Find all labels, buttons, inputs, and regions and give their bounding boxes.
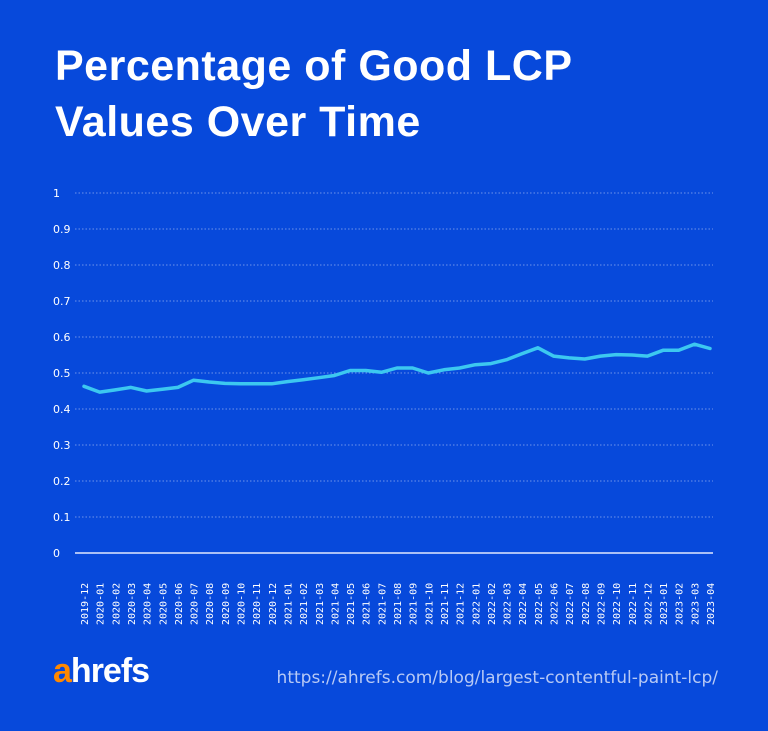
x-tick-label: 2020-06	[174, 583, 185, 625]
chart-title: Percentage of Good LCP Values Over Time	[55, 42, 572, 146]
x-tick-label: 2023-03	[690, 583, 701, 625]
x-tick-label: 2020-02	[111, 583, 122, 625]
x-tick-label: 2022-03	[503, 583, 514, 625]
x-tick-label: 2021-05	[346, 583, 357, 625]
x-tick-label: 2020-12	[268, 583, 279, 625]
x-tick-label: 2022-08	[581, 583, 592, 625]
y-tick-label: 0.9	[53, 223, 71, 236]
x-tick-label: 2021-06	[362, 583, 373, 625]
line-chart: 0 0.1 0.2 0.3 0.4 0.5 0.6 0.7 0.8 0.9 1 2019-12 2020…	[53, 187, 717, 625]
x-tick-label: 2022-05	[534, 583, 545, 625]
x-tick-label: 2022-07	[565, 583, 576, 625]
x-tick-label: 2020-07	[190, 583, 201, 625]
source-url: https://ahrefs.com/blog/largest-contentf…	[276, 668, 718, 688]
x-tick-label: 2022-02	[487, 583, 498, 625]
x-tick-label: 2021-11	[440, 583, 451, 625]
x-tick-label: 2021-10	[424, 583, 435, 625]
x-tick-label: 2023-02	[675, 583, 686, 625]
x-tick-label: 2022-04	[518, 583, 529, 625]
x-tick-label: 2021-04	[330, 583, 341, 625]
y-tick-label: 0.4	[53, 403, 71, 416]
y-tick-label: 0.8	[53, 259, 71, 272]
x-tick-label: 2020-05	[158, 583, 169, 625]
x-tick-label: 2022-09	[596, 583, 607, 625]
x-tick-label: 2021-02	[299, 583, 310, 625]
x-tick-label: 2021-12	[456, 583, 467, 625]
x-tick-label: 2020-11	[252, 583, 263, 625]
x-tick-label: 2020-03	[127, 583, 138, 625]
y-tick-label: 0.1	[53, 511, 71, 524]
x-tick-label: 2022-11	[628, 583, 639, 625]
x-tick-label: 2022-12	[643, 583, 654, 625]
x-tick-label: 2020-01	[96, 583, 107, 625]
y-tick-label: 0.7	[53, 295, 71, 308]
y-tick-label: 1	[53, 187, 60, 200]
x-tick-label: 2020-10	[237, 583, 248, 625]
x-tick-label: 2022-06	[550, 583, 561, 625]
y-tick-label: 0.5	[53, 367, 71, 380]
x-tick-label: 2020-09	[221, 583, 232, 625]
x-tick-label: 2019-12	[80, 583, 91, 625]
x-tick-label: 2021-01	[283, 583, 294, 625]
x-tick-label: 2021-03	[315, 583, 326, 625]
x-tick-label: 2022-01	[471, 583, 482, 625]
x-tick-label: 2020-04	[143, 583, 154, 625]
x-tick-label: 2021-09	[409, 583, 420, 625]
x-tick-label: 2021-08	[393, 583, 404, 625]
x-tick-label: 2023-01	[659, 583, 670, 625]
x-tick-label: 2021-07	[377, 583, 388, 625]
series-line	[82, 342, 712, 394]
x-tick-label: 2022-10	[612, 583, 623, 625]
x-tick-label: 2023-04	[706, 583, 717, 625]
y-tick-label: 0.6	[53, 331, 71, 344]
y-tick-label: 0	[53, 547, 60, 560]
y-tick-label: 0.3	[53, 439, 71, 452]
x-tick-label: 2020-08	[205, 583, 216, 625]
ahrefs-logo: ahrefs	[53, 652, 150, 690]
y-tick-label: 0.2	[53, 475, 71, 488]
